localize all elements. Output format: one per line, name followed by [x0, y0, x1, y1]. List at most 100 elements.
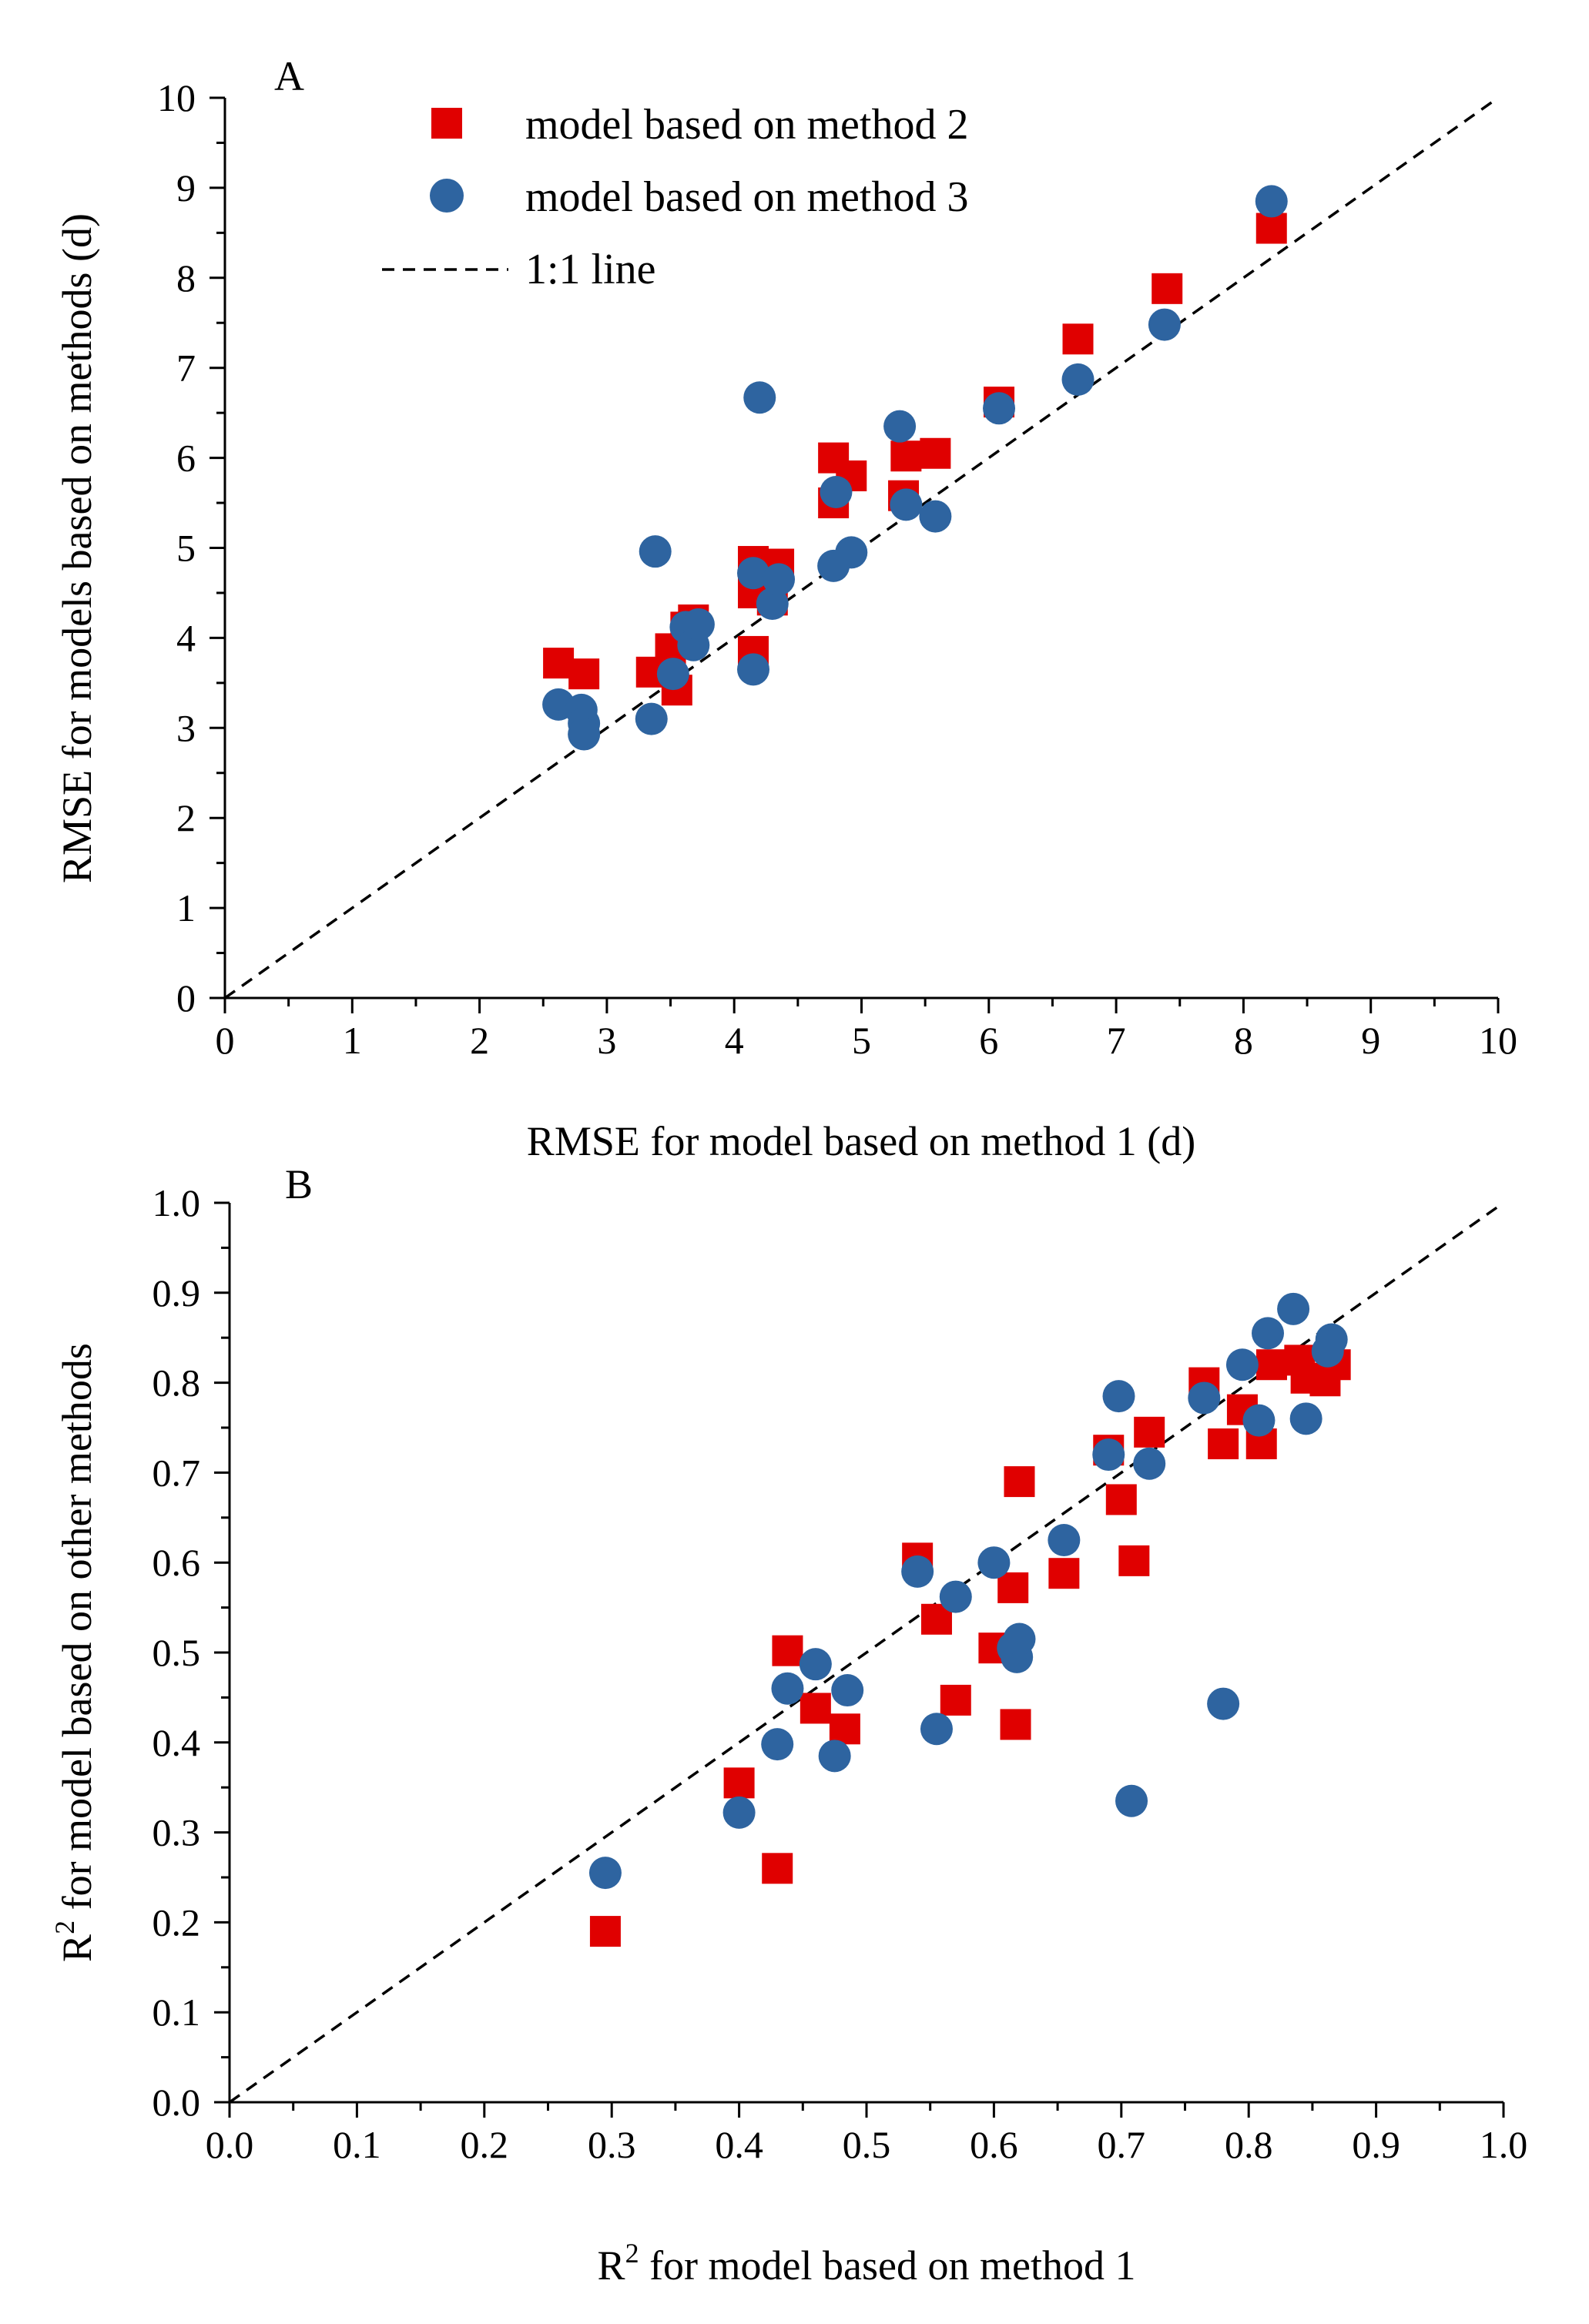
method-3-circle-point	[939, 1580, 972, 1613]
y-tick-label: 8	[176, 256, 196, 300]
method-3-circle-point	[1048, 1524, 1081, 1556]
method-3-circle-point	[919, 500, 952, 533]
panel-a-data-points	[542, 185, 1288, 751]
method-2-square-point	[589, 1916, 621, 1947]
method-3-circle-point	[736, 653, 769, 686]
y-tick-label: 7	[176, 347, 196, 390]
method-3-circle-point	[920, 1713, 953, 1746]
method-3-circle-point	[756, 587, 789, 620]
method-3-circle-point	[1252, 1317, 1285, 1350]
x-tick-label: 1	[343, 1019, 362, 1062]
y-tick-label: 0.9	[153, 1271, 201, 1314]
method-3-circle-point	[983, 392, 1016, 425]
y-tick-label: 9	[176, 166, 196, 209]
method-3-circle-point	[743, 381, 776, 414]
x-tick-label: 0.4	[715, 2123, 763, 2166]
legend-square-marker	[431, 108, 462, 139]
method-3-circle-point	[1277, 1292, 1310, 1325]
legend-circle-marker	[430, 179, 464, 213]
method-3-circle-point	[1148, 308, 1181, 341]
method-3-circle-point	[588, 1857, 622, 1890]
method-3-circle-point	[771, 1672, 804, 1705]
panel-b-x-axis-title-r: R	[598, 2242, 625, 2289]
y-tick-label: 0.6	[153, 1541, 201, 1584]
legend-label-one-to-one: 1:1 line	[525, 246, 656, 293]
method-3-circle-point	[761, 1728, 794, 1761]
y-tick-label: 2	[176, 796, 196, 839]
panel-b-x-axis-title-superscript: 2	[625, 2238, 639, 2269]
panel-a-rmse: 00 1 1 2 2 3 3 4 4 5 5 6 6 7 7 8 8 9 9 10 10 A model based o…	[54, 53, 1517, 1164]
y-tick-label: 4	[176, 616, 196, 659]
x-tick-label: 0.6	[970, 2123, 1018, 2166]
method-2-square-point	[1118, 1545, 1150, 1576]
method-2-square-point	[772, 1635, 803, 1666]
panel-a-label: A	[274, 53, 304, 99]
panel-b-x-axis-title-text: for model based on method 1	[639, 2242, 1136, 2289]
x-tick-label: 0.5	[843, 2123, 891, 2166]
y-tick-label: 1.0	[153, 1181, 201, 1224]
method-3-circle-point	[763, 563, 796, 596]
y-tick-label: 5	[176, 527, 196, 570]
method-2-square-point	[1134, 1416, 1165, 1448]
panel-b-label: B	[285, 1161, 313, 1207]
method-3-circle-point	[1255, 185, 1288, 218]
method-2-square-point	[1255, 1349, 1287, 1381]
x-tick-label: 0.8	[1225, 2123, 1273, 2166]
method-2-square-point	[1000, 1709, 1031, 1740]
panel-b-y-axis-title-r: R	[54, 1934, 100, 1962]
method-3-circle-point	[1115, 1784, 1148, 1817]
method-3-circle-point	[901, 1555, 934, 1588]
y-tick-label: 0.7	[153, 1451, 201, 1494]
panel-a-y-axis-title: RMSE for models based on methods (d)	[54, 213, 100, 883]
y-tick-label: 0.2	[153, 1900, 201, 1944]
method-3-circle-point	[635, 702, 668, 735]
method-3-circle-point	[656, 658, 689, 691]
method-2-square-point	[800, 1693, 831, 1724]
method-3-circle-point	[1242, 1404, 1276, 1437]
x-tick-label: 5	[852, 1019, 871, 1062]
method-2-square-point	[1048, 1558, 1080, 1589]
panel-b-y-axis-title: R2 for model based on other methods	[49, 1343, 100, 1962]
x-tick-label: 3	[597, 1019, 616, 1062]
method-3-circle-point	[736, 557, 769, 590]
x-tick-label: 0	[216, 1019, 235, 1062]
method-3-circle-point	[883, 410, 917, 443]
method-3-circle-point	[820, 476, 853, 509]
y-tick-label: 10	[157, 76, 196, 119]
x-tick-label: 0.7	[1098, 2123, 1146, 2166]
method-3-circle-point	[1289, 1402, 1322, 1435]
x-tick-label: 0.2	[461, 2123, 509, 2166]
method-2-square-point	[890, 440, 922, 472]
method-3-circle-point	[568, 718, 601, 751]
method-3-circle-point	[831, 1674, 864, 1707]
method-2-square-point	[829, 1713, 860, 1745]
x-tick-label: 2	[470, 1019, 489, 1062]
method-3-circle-point	[1061, 363, 1095, 396]
method-2-square-point	[762, 1853, 793, 1884]
method-2-square-point	[568, 658, 600, 690]
method-3-circle-point	[799, 1648, 832, 1681]
panel-a-ticks: 00 1 1 2 2 3 3 4 4 5 5 6 6 7 7 8 8 9 9 10 10	[157, 76, 1517, 1062]
method-3-circle-point	[682, 608, 715, 641]
method-3-circle-point	[1225, 1348, 1259, 1381]
method-3-circle-point	[890, 488, 923, 521]
panel-a-legend: model based on method 2 model based on m…	[382, 101, 968, 293]
x-tick-label: 0.0	[206, 2123, 254, 2166]
method-2-square-point	[1004, 1466, 1035, 1498]
panel-b-x-axis-title: R2 for model based on method 1	[598, 2238, 1136, 2289]
x-tick-label: 0.3	[588, 2123, 636, 2166]
x-tick-label: 8	[1234, 1019, 1253, 1062]
y-tick-label: 0.3	[153, 1811, 201, 1854]
x-tick-label: 10	[1479, 1019, 1517, 1062]
x-tick-label: 1.0	[1480, 2123, 1528, 2166]
x-tick-label: 0.1	[333, 2123, 381, 2166]
method-3-circle-point	[977, 1546, 1011, 1579]
method-2-square-point	[1152, 273, 1183, 304]
panel-b-y-axis-title-text: for model based on other methods	[54, 1343, 100, 1920]
method-2-square-point	[920, 437, 951, 469]
method-3-circle-point	[1003, 1622, 1036, 1656]
method-3-circle-point	[1133, 1447, 1166, 1480]
method-3-circle-point	[1188, 1381, 1221, 1415]
x-tick-label: 9	[1361, 1019, 1380, 1062]
